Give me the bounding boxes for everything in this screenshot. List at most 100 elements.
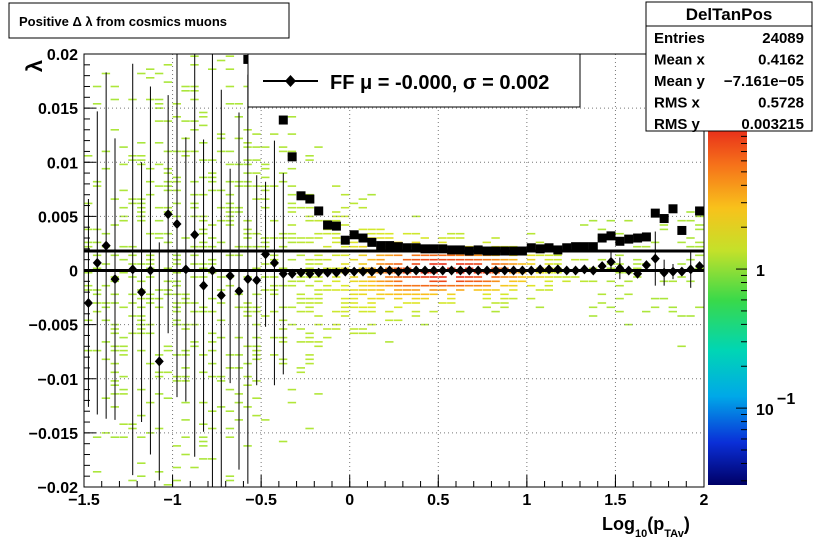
heatmap-cell bbox=[199, 436, 208, 438]
heatmap-cell bbox=[163, 345, 173, 348]
heatmap-cell bbox=[456, 232, 465, 235]
square-point bbox=[641, 232, 651, 242]
heatmap-cell bbox=[305, 219, 314, 222]
heatmap-cell bbox=[367, 310, 376, 313]
heatmap-cell bbox=[349, 245, 359, 248]
heatmap-cell bbox=[553, 263, 562, 265]
heatmap-cell bbox=[119, 423, 128, 425]
square-point bbox=[509, 246, 519, 256]
heatmap-cell bbox=[482, 293, 491, 296]
diamond-point bbox=[287, 268, 297, 279]
heatmap-cell bbox=[473, 258, 483, 261]
heatmap-cell bbox=[305, 354, 314, 356]
heatmap-cell bbox=[349, 202, 359, 205]
heatmap-cell bbox=[456, 280, 465, 283]
heatmap-cell bbox=[376, 258, 385, 261]
x-tick-label: 0.5 bbox=[427, 492, 449, 509]
heatmap-cell bbox=[526, 297, 536, 300]
heatmap-cell bbox=[376, 263, 385, 265]
heatmap-cell bbox=[358, 198, 367, 200]
diamond-point bbox=[216, 290, 226, 301]
heatmap-cell bbox=[332, 328, 341, 330]
heatmap-cell bbox=[491, 310, 500, 313]
diamond-point bbox=[181, 264, 191, 275]
heatmap-cell bbox=[119, 215, 128, 218]
heatmap-cell bbox=[456, 258, 465, 261]
heatmap-cell bbox=[402, 302, 412, 304]
heatmap-cell bbox=[659, 228, 669, 231]
heatmap-cell bbox=[225, 103, 235, 105]
heatmap-cell bbox=[686, 219, 695, 222]
heatmap-cell bbox=[358, 228, 367, 231]
diamond-point bbox=[323, 267, 333, 278]
heatmap-cell bbox=[296, 367, 305, 369]
heatmap-cell bbox=[358, 293, 367, 296]
heatmap-cell bbox=[287, 116, 297, 118]
heatmap-cell bbox=[394, 254, 403, 257]
heatmap-cell bbox=[385, 319, 394, 322]
heatmap-cell bbox=[225, 68, 235, 70]
color-bar bbox=[708, 130, 747, 485]
heatmap-cell bbox=[261, 419, 270, 421]
heatmap-cell bbox=[447, 254, 456, 257]
heatmap-cell bbox=[323, 245, 332, 248]
heatmap-cell bbox=[305, 237, 314, 239]
square-point bbox=[579, 242, 589, 252]
heatmap-cell bbox=[172, 445, 181, 447]
heatmap-cell bbox=[119, 306, 128, 309]
heatmap-cell bbox=[332, 237, 341, 239]
heatmap-cell bbox=[677, 219, 686, 222]
heatmap-cell bbox=[695, 228, 704, 231]
heatmap-cell bbox=[358, 328, 367, 330]
heatmap-cell bbox=[358, 206, 367, 209]
heatmap-cell bbox=[464, 263, 474, 265]
diamond-point bbox=[199, 280, 209, 291]
heatmap-cell bbox=[332, 310, 341, 313]
heatmap-cell bbox=[456, 254, 465, 257]
heatmap-cell bbox=[296, 280, 305, 283]
heatmap-cell bbox=[163, 349, 173, 352]
heatmap-cell bbox=[154, 98, 164, 101]
heatmap-cell bbox=[252, 159, 261, 161]
heatmap-cell bbox=[473, 289, 483, 291]
square-point bbox=[500, 246, 510, 256]
square-point bbox=[314, 206, 324, 216]
heatmap-cell bbox=[119, 245, 128, 248]
heatmap-cell bbox=[518, 276, 527, 278]
heatmap-cell bbox=[438, 237, 447, 239]
heatmap-cell bbox=[677, 263, 686, 265]
heatmap-cell bbox=[615, 254, 624, 257]
heatmap-cell bbox=[482, 306, 491, 309]
heatmap-cell bbox=[358, 254, 367, 257]
heatmap-cell bbox=[305, 336, 314, 339]
heatmap-cell bbox=[181, 120, 190, 122]
heatmap-cell bbox=[606, 219, 615, 222]
heatmap-cell bbox=[456, 284, 465, 287]
heatmap-cell bbox=[376, 232, 385, 235]
heatmap-cell bbox=[137, 155, 146, 157]
heatmap-cell bbox=[314, 232, 323, 235]
heatmap-cell bbox=[287, 237, 297, 239]
square-point bbox=[677, 225, 687, 235]
heatmap-cell bbox=[509, 297, 518, 300]
heatmap-cell bbox=[358, 306, 367, 309]
heatmap-cell bbox=[119, 336, 128, 339]
heatmap-cell bbox=[686, 211, 695, 213]
heatmap-cell bbox=[252, 146, 261, 148]
heatmap-cell bbox=[677, 345, 686, 348]
heatmap-cell bbox=[650, 306, 660, 309]
heatmap-cell bbox=[385, 254, 394, 257]
heatmap-cell bbox=[199, 124, 208, 127]
y-axis-label: λ bbox=[22, 60, 47, 72]
heatmap-cell bbox=[580, 258, 589, 261]
heatmap-cell bbox=[154, 219, 164, 222]
heatmap-cell bbox=[287, 206, 297, 209]
diamond-point bbox=[624, 265, 634, 276]
heatmap-cell bbox=[642, 245, 651, 248]
square-point bbox=[553, 245, 563, 255]
diamond-point bbox=[686, 264, 696, 275]
heatmap-cell bbox=[119, 146, 128, 148]
square-point bbox=[659, 214, 669, 224]
heatmap-cell bbox=[154, 142, 164, 144]
